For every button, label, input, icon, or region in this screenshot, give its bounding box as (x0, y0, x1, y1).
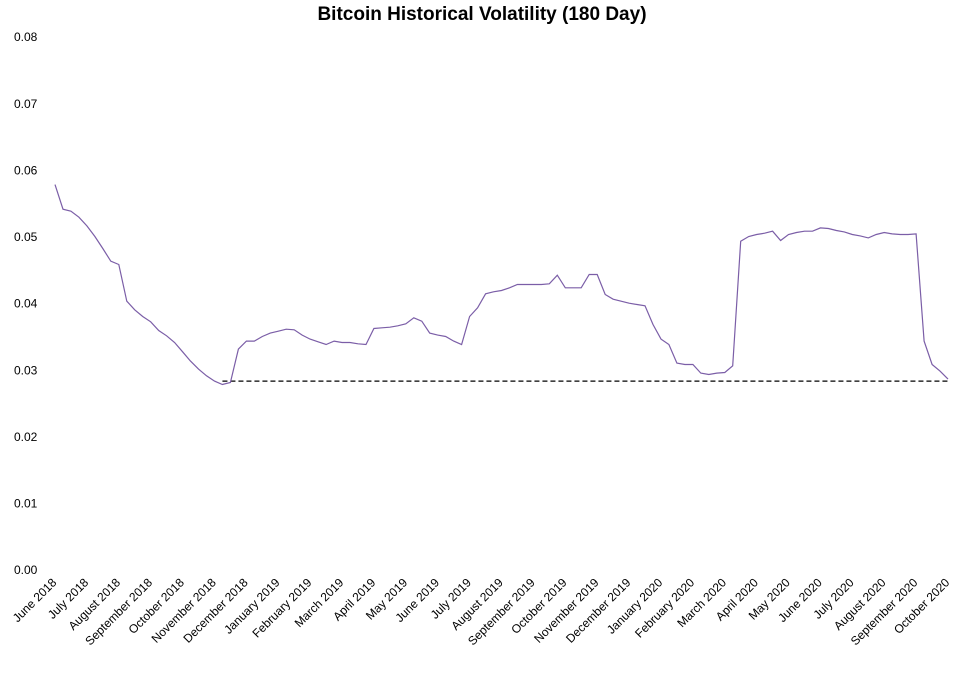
y-tick-label: 0.08 (14, 30, 38, 44)
y-tick-label: 0.04 (14, 297, 38, 311)
y-tick-label: 0.05 (14, 230, 38, 244)
y-tick-label: 0.07 (14, 97, 38, 111)
line (54, 184, 949, 386)
chart-title: Bitcoin Historical Volatility (180 Day) (317, 4, 646, 25)
y-tick-label: 0.02 (14, 430, 38, 444)
y-tick-label: 0.03 (14, 363, 38, 377)
y-tick-label: 0.00 (14, 563, 38, 577)
y-tick-label: 0.01 (14, 497, 38, 511)
y-tick-label: 0.06 (14, 163, 38, 177)
